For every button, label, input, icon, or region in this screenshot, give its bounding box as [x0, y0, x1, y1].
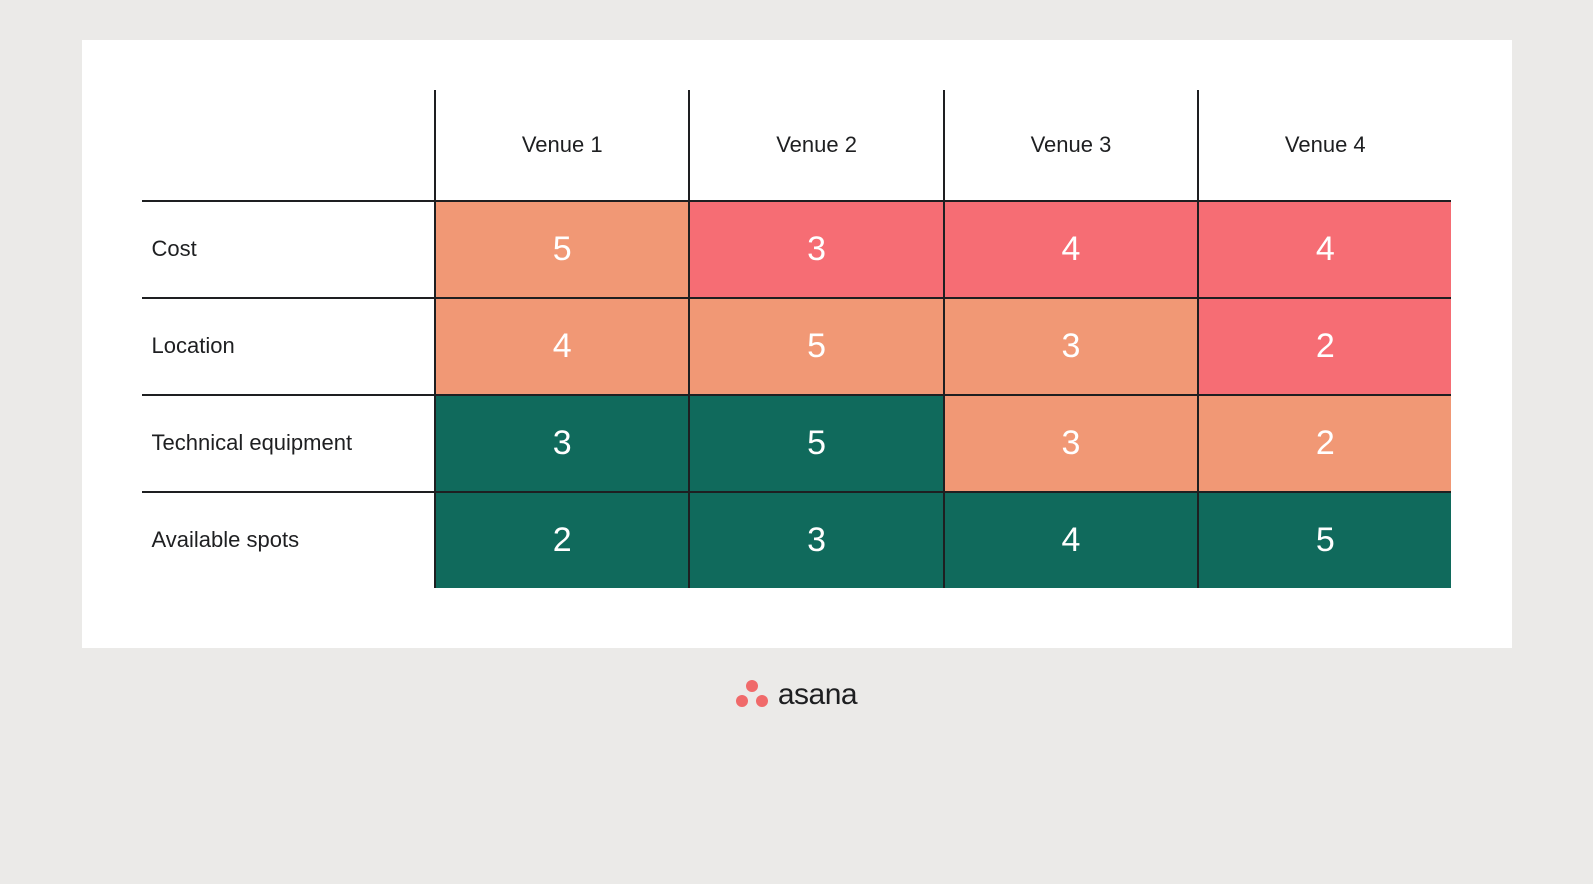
matrix-cell: 2 — [434, 491, 688, 588]
row-label: Technical equipment — [142, 394, 435, 491]
matrix-corner — [142, 90, 435, 200]
brand-name: asana — [778, 678, 857, 712]
decision-matrix: Venue 1Venue 2Venue 3Venue 4Cost5344Loca… — [142, 90, 1452, 588]
matrix-cell: 3 — [688, 491, 942, 588]
row-label: Location — [142, 297, 435, 394]
matrix-cell: 3 — [943, 394, 1197, 491]
row-label: Available spots — [142, 491, 435, 588]
matrix-cell: 5 — [1197, 491, 1451, 588]
matrix-cell: 2 — [1197, 394, 1451, 491]
matrix-cell: 5 — [688, 297, 942, 394]
column-header: Venue 3 — [943, 90, 1197, 200]
matrix-cell: 5 — [434, 200, 688, 297]
matrix-cell: 4 — [1197, 200, 1451, 297]
matrix-cell: 4 — [943, 491, 1197, 588]
matrix-cell: 3 — [943, 297, 1197, 394]
column-header: Venue 2 — [688, 90, 942, 200]
column-header: Venue 4 — [1197, 90, 1451, 200]
asana-logo-icon — [736, 680, 768, 710]
matrix-cell: 5 — [688, 394, 942, 491]
matrix-cell: 4 — [943, 200, 1197, 297]
matrix-cell: 3 — [688, 200, 942, 297]
matrix-cell: 3 — [434, 394, 688, 491]
matrix-cell: 4 — [434, 297, 688, 394]
brand-footer: asana — [736, 678, 857, 712]
column-header: Venue 1 — [434, 90, 688, 200]
row-label: Cost — [142, 200, 435, 297]
chart-card: Venue 1Venue 2Venue 3Venue 4Cost5344Loca… — [82, 40, 1512, 648]
matrix-cell: 2 — [1197, 297, 1451, 394]
